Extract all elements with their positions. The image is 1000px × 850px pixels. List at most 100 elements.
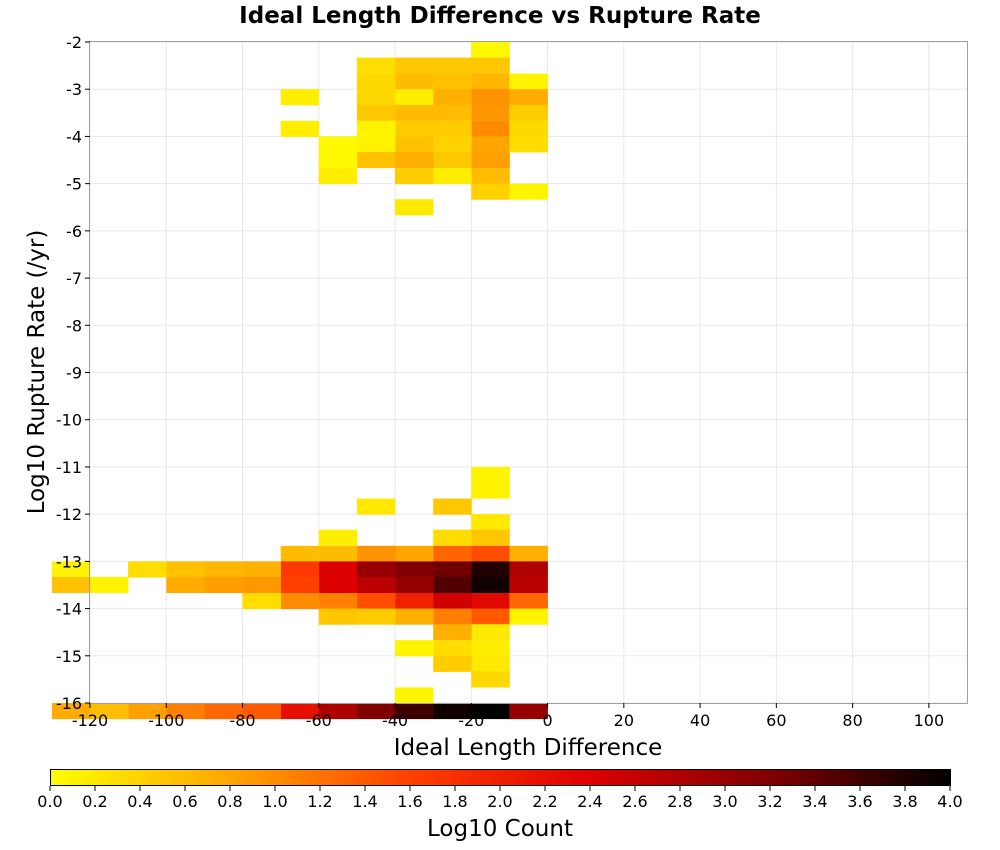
heatmap-cell [356,89,396,106]
y-tick-label: -6 [66,222,82,241]
heatmap-cell [433,152,472,169]
y-tick-label: -8 [66,316,82,335]
heatmap-cell [51,703,91,720]
y-tick-label: -5 [66,175,82,194]
heatmap-cell [433,498,472,515]
heatmap-cell [433,57,472,74]
heatmap-cell [395,576,434,593]
x-tick-label: 60 [766,711,786,730]
y-axis-label: Log10 Rupture Rate (/yr) [24,230,50,515]
y-tick-label: -11 [56,458,82,477]
colorbar-tick-label: 2.2 [532,792,557,811]
heatmap-cell [395,608,434,625]
heatmap-cell [204,576,243,593]
heatmap-cell [433,576,472,593]
heatmap-cell [280,703,320,720]
colorbar-tick-label: 0.2 [82,792,107,811]
heatmap-cell [395,89,434,106]
heatmap-cell [204,703,243,720]
heatmap-cell [433,529,472,546]
heatmap-cell [242,561,281,578]
heatmap-cell [433,640,472,657]
heatmap-cell [318,608,358,625]
x-tick-label: -40 [382,711,408,730]
heatmap-cell [509,104,548,121]
heatmap-cell [395,168,434,185]
heatmap-cell [395,703,434,720]
heatmap-cell [471,89,510,106]
y-tick-label: -9 [66,364,82,383]
heatmap-cell [509,576,548,593]
heatmap-cell [471,482,510,499]
heatmap-cell [318,593,358,610]
heatmap-cell [395,545,434,562]
heatmap-cell [128,561,167,578]
heatmap-cell [128,703,167,720]
heatmap-cell [509,73,548,90]
x-tick-label: 0 [542,711,552,730]
heatmap-cell [166,576,205,593]
heatmap-cell [318,703,358,720]
heatmap-cell [471,136,510,153]
heatmap-cell [280,120,320,137]
heatmap-cell [280,89,320,106]
heatmap-cell [395,73,434,90]
colorbar-ticks: 0.0 0.2 0.4 0.6 0.8 1.0 1.2 1.4 1.6 1.8 2.0 2.2 2.4 2… [37,786,963,811]
heatmap-cell [280,561,320,578]
heatmap-cell [166,561,205,578]
y-tick-label: -13 [56,552,82,571]
heatmap-cell [356,576,396,593]
heatmap-cell [395,136,434,153]
heatmap-cell [318,136,358,153]
heatmap-cell [395,152,434,169]
heatmap-cell [509,89,548,106]
x-tick-label: 40 [690,711,710,730]
heatmap-cell [395,593,434,610]
colorbar-tick-label: 0.8 [217,792,242,811]
heatmap-cell [395,687,434,704]
heatmap-cell [395,561,434,578]
heatmap-cell [204,561,243,578]
y-tick-label: -16 [56,694,82,713]
x-tick-label: -80 [229,711,255,730]
heatmap-cell [509,136,548,153]
heatmap-cell [471,183,510,200]
colorbar-tick-label: 1.8 [442,792,467,811]
heatmap-cell [318,529,358,546]
colorbar-tick-label: 3.4 [802,792,827,811]
heatmap-cell [471,608,510,625]
heatmap-cell [356,561,396,578]
heatmap-cell [471,152,510,169]
heatmap-cell [51,561,91,578]
y-axis-ticks: -16 -15 -14 -13 -12 -11 -10 -9 -8 -7 -6 -5 -4 -3 -2 [56,33,90,713]
y-tick-label: -10 [56,411,82,430]
heatmap-cell [356,152,396,169]
x-tick-label: -60 [306,711,332,730]
y-tick-label: -7 [66,269,82,288]
heatmap-cell [433,655,472,672]
y-tick-label: -12 [56,505,82,524]
heatmap-cell [318,576,358,593]
heatmap-cell [356,608,396,625]
colorbar [50,769,951,786]
heatmap-cell [395,640,434,657]
heatmap-cell [509,703,548,720]
heatmap-cells [51,42,548,720]
colorbar-tick-label: 0.4 [127,792,152,811]
heatmap-cell [356,593,396,610]
heatmap-cell [471,624,510,641]
heatmap-cell [395,57,434,74]
y-tick-label: -4 [66,127,82,146]
heatmap-cell [509,608,548,625]
x-axis-ticks: -120 -100 -80 -60 -40 -20 0 20 40 60 80 100 [72,703,944,730]
heatmap-cell [280,576,320,593]
heatmap-cell [90,576,129,593]
heatmap-cell [471,671,510,688]
heatmap-cell [395,120,434,137]
x-tick-label: -120 [72,711,108,730]
colorbar-tick-label: 1.6 [397,792,422,811]
chart-title: Ideal Length Difference vs Rupture Rate [239,3,761,29]
heatmap-cell [471,120,510,137]
heatmap-cell [509,593,548,610]
colorbar-tick-label: 2.4 [577,792,602,811]
